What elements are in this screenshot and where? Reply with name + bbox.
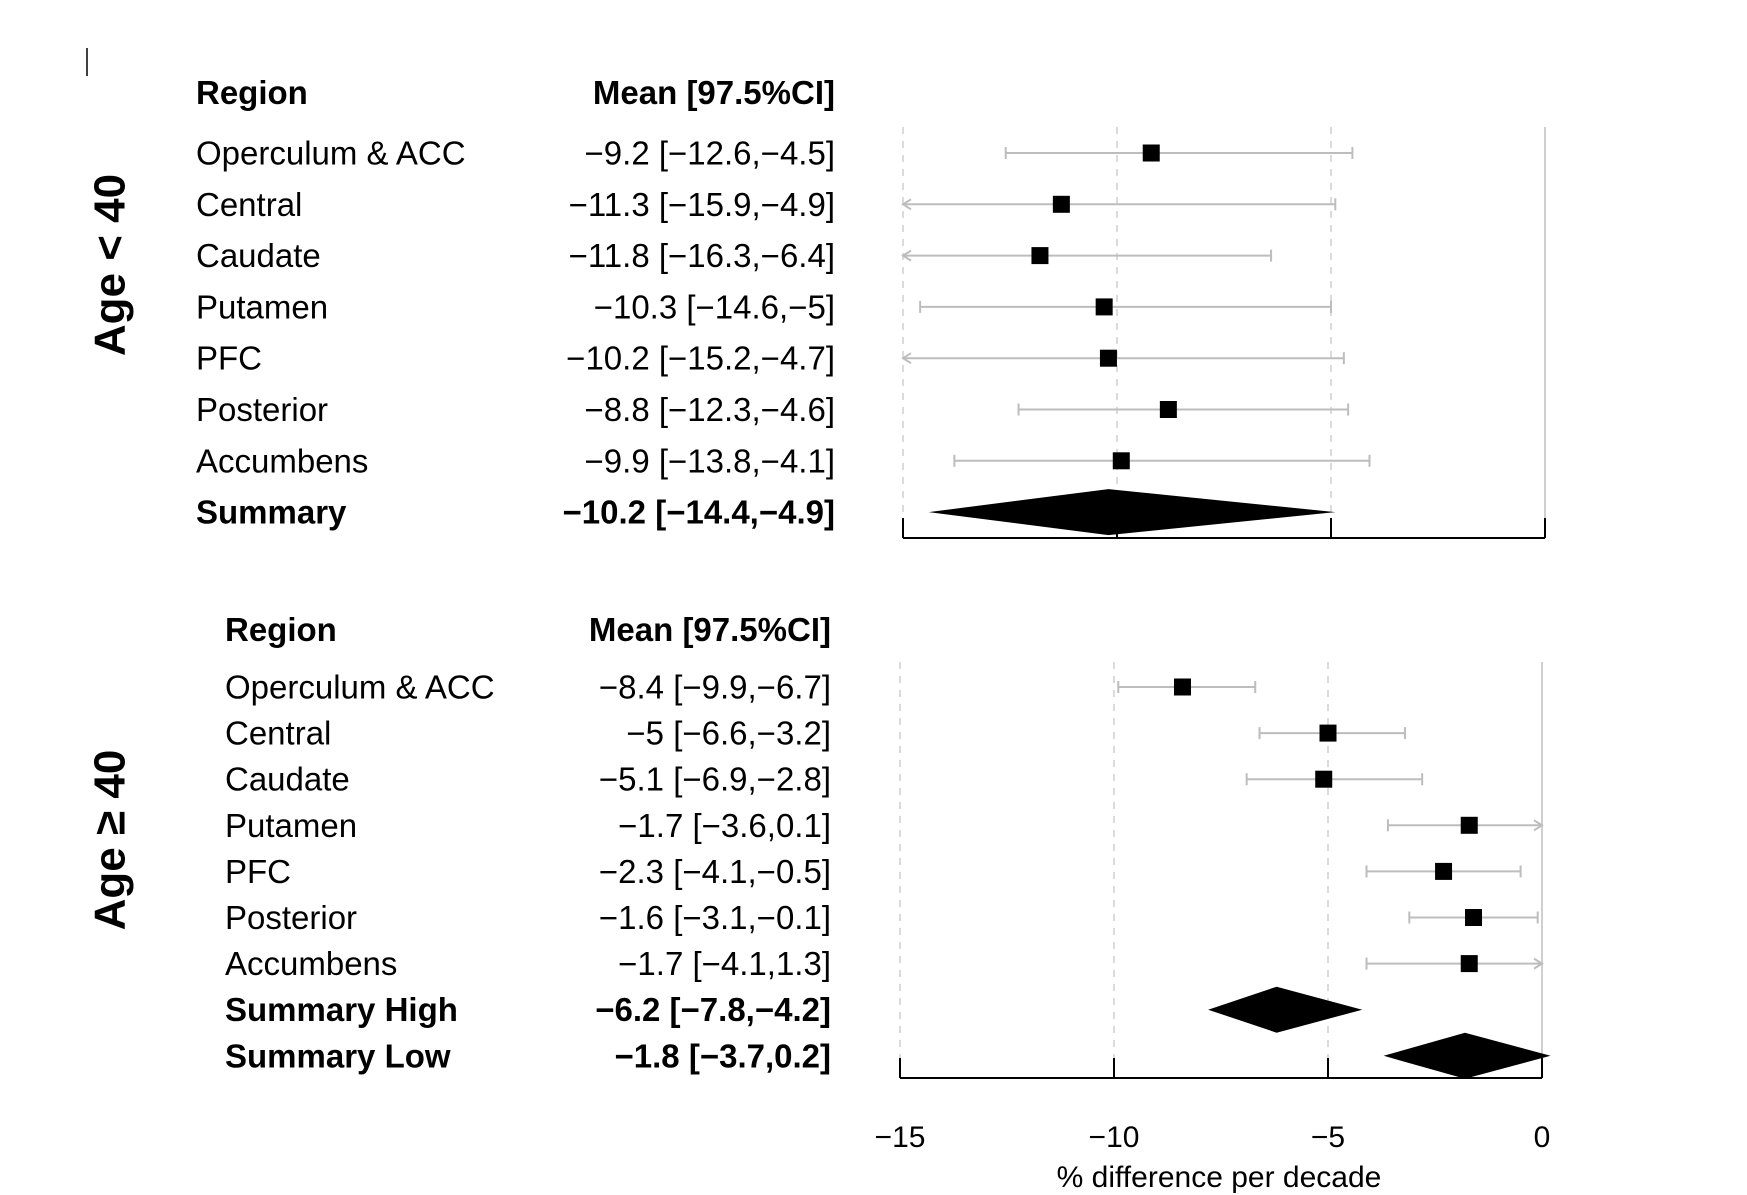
region-label: PFC bbox=[196, 340, 262, 377]
point-estimate bbox=[1319, 724, 1337, 742]
mean-ci-label: −8.4 [−9.9,−6.7] bbox=[599, 669, 831, 706]
group-label: Age < 40 bbox=[86, 174, 135, 356]
mean-ci-label: −10.2 [−15.2,−4.7] bbox=[566, 340, 835, 377]
mean-ci-label: −10.3 [−14.6,−5] bbox=[594, 288, 835, 325]
mean-ci-label: −2.3 [−4.1,−0.5] bbox=[599, 853, 831, 890]
group-label: Age ≥ 40 bbox=[86, 750, 135, 931]
point-estimate bbox=[1031, 247, 1049, 265]
forest-panels: Age < 40 Region Mean [97.5%CI] Operculum & … bbox=[86, 74, 1551, 1079]
point-estimate bbox=[1460, 955, 1478, 973]
column-header-mean: Mean [97.5%CI] bbox=[593, 74, 835, 111]
point-estimate bbox=[1095, 298, 1113, 316]
forest-panel: Age ≥ 40 Region Mean [97.5%CI] Operculum & … bbox=[86, 611, 1551, 1079]
summary-label: Summary Low bbox=[225, 1037, 451, 1074]
region-label: PFC bbox=[225, 853, 291, 890]
region-label: Operculum & ACC bbox=[196, 135, 466, 172]
summary-label: Summary bbox=[196, 494, 347, 531]
point-estimate bbox=[1112, 452, 1130, 470]
ci-arrow-right bbox=[1533, 819, 1544, 832]
ci-arrow-left bbox=[901, 249, 912, 262]
column-header-region: Region bbox=[196, 74, 308, 111]
point-estimate bbox=[1460, 816, 1478, 834]
region-label: Caudate bbox=[196, 237, 321, 274]
point-estimate bbox=[1435, 862, 1453, 880]
point-estimate bbox=[1315, 770, 1333, 788]
point-estimate bbox=[1173, 678, 1191, 696]
x-tick-label: −15 bbox=[875, 1121, 926, 1154]
region-label: Accumbens bbox=[196, 442, 368, 479]
ci-arrow-left bbox=[901, 198, 912, 211]
point-estimate bbox=[1465, 909, 1483, 926]
summary-diamond bbox=[1383, 1032, 1551, 1079]
summary-estimate: −10.2 [−14.4,−4.9] bbox=[563, 494, 835, 531]
mean-ci-label: −11.3 [−15.9,−4.9] bbox=[569, 186, 835, 223]
column-header-region: Region bbox=[225, 611, 337, 648]
x-axis-title: % difference per decade bbox=[1057, 1161, 1382, 1194]
mean-ci-label: −9.9 [−13.8,−4.1] bbox=[585, 442, 835, 479]
summary-diamond bbox=[1208, 986, 1363, 1033]
x-tick-label: −10 bbox=[1089, 1121, 1140, 1154]
region-label: Putamen bbox=[196, 288, 328, 325]
region-label: Posterior bbox=[225, 899, 357, 936]
summary-estimate: −6.2 [−7.8,−4.2] bbox=[595, 991, 831, 1028]
x-tick-label: 0 bbox=[1534, 1121, 1551, 1154]
mean-ci-label: −1.7 [−4.1,1.3] bbox=[618, 945, 831, 982]
region-label: Central bbox=[196, 186, 302, 223]
mean-ci-label: −1.6 [−3.1,−0.1] bbox=[599, 899, 831, 936]
mean-ci-label: −1.7 [−3.6,0.1] bbox=[618, 807, 831, 844]
point-estimate bbox=[1142, 144, 1160, 162]
mean-ci-label: −8.8 [−12.3,−4.6] bbox=[585, 391, 835, 428]
region-label: Caudate bbox=[225, 761, 350, 798]
mean-ci-label: −5.1 [−6.9,−2.8] bbox=[599, 761, 831, 798]
forest-panel: Age < 40 Region Mean [97.5%CI] Operculum & … bbox=[86, 74, 1546, 539]
point-estimate bbox=[1159, 401, 1177, 418]
mean-ci-label: −11.8 [−16.3,−6.4] bbox=[569, 237, 835, 274]
region-label: Accumbens bbox=[225, 945, 397, 982]
summary-estimate: −1.8 [−3.7,0.2] bbox=[615, 1037, 831, 1074]
point-estimate bbox=[1099, 349, 1117, 367]
mean-ci-label: −5 [−6.6,−3.2] bbox=[626, 715, 831, 752]
region-label: Central bbox=[225, 715, 331, 752]
region-label: Posterior bbox=[196, 391, 328, 428]
mean-ci-label: −9.2 [−12.6,−4.5] bbox=[585, 135, 835, 172]
point-estimate bbox=[1052, 195, 1070, 213]
x-tick-label: −5 bbox=[1311, 1121, 1345, 1154]
summary-label: Summary High bbox=[225, 991, 458, 1028]
ci-arrow-right bbox=[1533, 957, 1544, 970]
summary-diamond bbox=[928, 489, 1336, 536]
x-axis: −15 −10 −5 0 % difference per decade bbox=[875, 1121, 1551, 1194]
region-label: Operculum & ACC bbox=[225, 669, 495, 706]
ci-arrow-left bbox=[901, 352, 912, 365]
column-header-mean: Mean [97.5%CI] bbox=[589, 611, 831, 648]
region-label: Putamen bbox=[225, 807, 357, 844]
